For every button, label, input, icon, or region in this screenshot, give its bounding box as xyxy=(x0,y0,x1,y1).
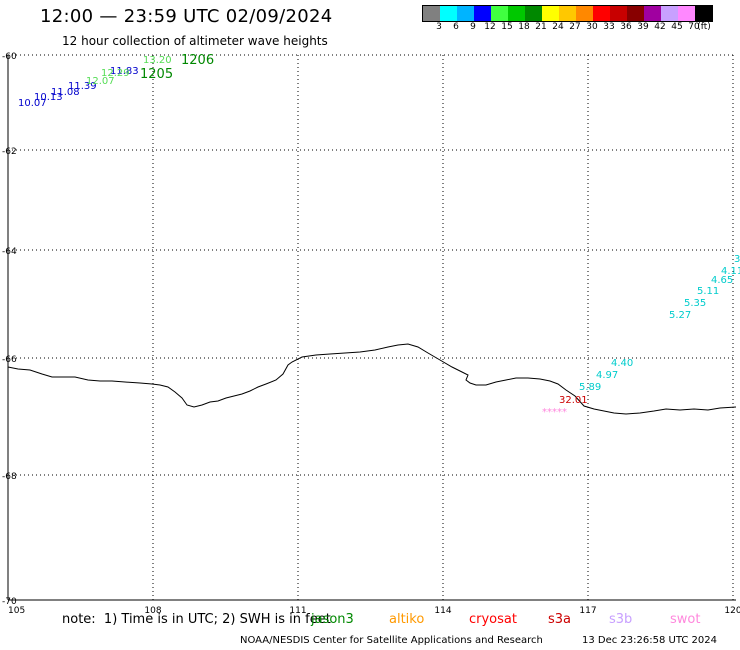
legend-swatch xyxy=(491,6,508,21)
antarctic-coastline xyxy=(7,343,737,415)
legend-swatch xyxy=(525,6,542,21)
legend-swatch xyxy=(695,6,712,21)
swh-reading: 4.40 xyxy=(611,358,633,369)
legend-label: 70 xyxy=(688,22,700,32)
swh-reading: 5.27 xyxy=(669,310,691,321)
longitude-tick: 111 xyxy=(289,606,306,616)
legend-swatch xyxy=(678,6,695,21)
legend-label: 45 xyxy=(671,22,683,32)
longitude-tick: 114 xyxy=(434,606,451,616)
legend-swatch xyxy=(474,6,491,21)
legend-label: 36 xyxy=(620,22,632,32)
legend-swatch xyxy=(644,6,661,21)
swh-reading: 32.01 xyxy=(559,395,588,406)
legend-label: 27 xyxy=(569,22,581,32)
swh-reading: 5.35 xyxy=(684,298,706,309)
longitude-tick: 105 xyxy=(8,606,25,616)
swh-reading: 10.13 xyxy=(34,92,63,103)
legend-swatch xyxy=(457,6,474,21)
legend-label: 15 xyxy=(501,22,513,32)
legend-label: 33 xyxy=(603,22,615,32)
swh-reading: 4.65 xyxy=(711,275,733,286)
legend-swatches xyxy=(422,5,713,22)
swh-reading: ***** xyxy=(542,407,567,418)
swh-reading: 5.89 xyxy=(579,382,601,393)
legend-swatch xyxy=(627,6,644,21)
swh-reading: 11.83 xyxy=(110,66,139,77)
satellite-name: altiko xyxy=(389,612,425,627)
satellite-name: cryosat xyxy=(469,612,517,627)
latitude-labels: -60 -62 -64 -66 -68 -70 xyxy=(2,52,17,607)
satellite-name: swot xyxy=(670,612,701,627)
latitude-tick: -62 xyxy=(2,147,17,157)
swh-reading: 13.20 xyxy=(143,55,172,66)
swh-reading: 3 xyxy=(734,254,740,265)
legend-label: 24 xyxy=(552,22,564,32)
longitude-tick: 120 xyxy=(724,606,740,616)
footer-timestamp: 13 Dec 23:26:58 UTC 2024 xyxy=(582,635,717,646)
latitude-tick: -70 xyxy=(2,597,17,607)
footer-note: note: 1) Time is in UTC; 2) SWH is in fe… xyxy=(62,612,331,627)
legend-label: 18 xyxy=(518,22,530,32)
latitude-tick: -66 xyxy=(2,355,17,365)
legend-label: 6 xyxy=(453,22,459,32)
pass-time-label: 1205 xyxy=(140,67,173,82)
swh-reading: 11.39 xyxy=(68,81,97,92)
longitude-tick: 108 xyxy=(144,606,161,616)
legend-swatch xyxy=(440,6,457,21)
swh-reading: 4.97 xyxy=(596,370,618,381)
footer-credit: NOAA/NESDIS Center for Satellite Applica… xyxy=(240,635,543,646)
longitude-labels: 105 108 111 114 117 120 xyxy=(8,606,740,616)
satellite-name: s3a xyxy=(548,612,572,627)
page-subtitle: 12 hour collection of altimeter wave hei… xyxy=(62,34,328,48)
legend-label: 9 xyxy=(470,22,476,32)
latitude-tick: -60 xyxy=(2,52,17,62)
legend-label: (ft) xyxy=(697,22,711,32)
legend-swatch xyxy=(542,6,559,21)
swh-reading: 5.11 xyxy=(697,286,719,297)
legend-label: 21 xyxy=(535,22,547,32)
legend-swatch xyxy=(576,6,593,21)
swh-reading: 11.08 xyxy=(51,87,80,98)
swh-reading: 4.11 xyxy=(721,266,740,277)
satellite-name: s3b xyxy=(609,612,633,627)
graticule xyxy=(8,54,736,600)
legend-swatch xyxy=(610,6,627,21)
legend-swatch xyxy=(559,6,576,21)
latitude-tick: -64 xyxy=(2,247,17,257)
legend-label: 3 xyxy=(436,22,442,32)
legend-label: 42 xyxy=(654,22,666,32)
latitude-tick: -68 xyxy=(2,472,17,482)
page-title: 12:00 — 23:59 UTC 02/09/2024 xyxy=(40,6,333,27)
swh-reading: 12.07 xyxy=(86,76,115,87)
legend-label: 39 xyxy=(637,22,649,32)
pass-time-label: 1206 xyxy=(181,53,214,68)
longitude-tick: 117 xyxy=(579,606,596,616)
legend-swatch xyxy=(508,6,525,21)
legend-swatch xyxy=(661,6,678,21)
swh-color-legend: 3 6 9 12 15 18 21 24 27 30 33 36 39 42 45 70 (ft) xyxy=(422,5,728,35)
map-frame xyxy=(7,55,736,601)
legend-label: 12 xyxy=(484,22,496,32)
swh-reading: 10.07 xyxy=(18,98,47,109)
legend-swatch xyxy=(593,6,610,21)
satellite-name: jason3 xyxy=(311,612,354,627)
swh-reading: 12.29 xyxy=(101,68,130,79)
legend-label: 30 xyxy=(586,22,598,32)
legend-swatch xyxy=(423,6,440,21)
